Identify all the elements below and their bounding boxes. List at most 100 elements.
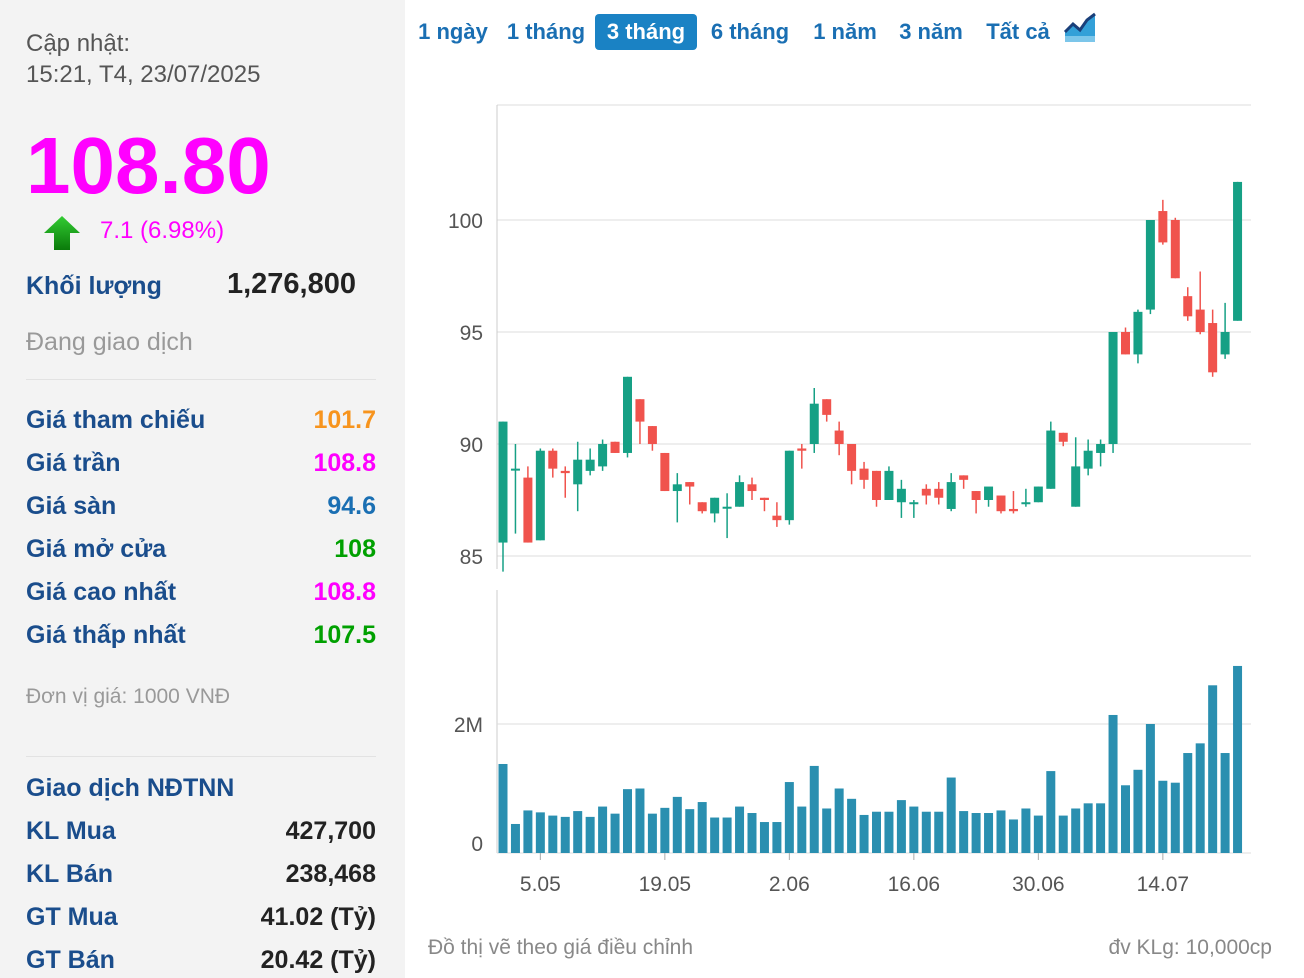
candle: [921, 488, 931, 496]
volume-bar: [672, 796, 682, 853]
x-tick-label: 30.06: [1012, 873, 1065, 896]
price-row-label: Giá trần: [26, 449, 121, 477]
candle: [685, 482, 695, 487]
volume-bar: [797, 806, 807, 853]
candle: [697, 502, 707, 512]
candle: [623, 376, 632, 453]
price-row-value: 101.7: [313, 406, 376, 434]
candle: [1008, 508, 1018, 512]
range-tab[interactable]: 3 năm: [899, 19, 963, 44]
price-row-value: 108.8: [313, 449, 376, 477]
volume-bar: [498, 763, 508, 853]
volume-bar: [872, 811, 881, 853]
volume-bar: [1121, 785, 1130, 853]
candle: [1158, 211, 1168, 243]
candle: [1220, 332, 1230, 355]
foreign-trade-title: Giao dịch NĐTNN: [26, 774, 235, 802]
quote-sidebar: Cập nhật: 15:21, T4, 23/07/2025 108.80 7…: [0, 0, 405, 978]
volume-bar: [1133, 769, 1143, 853]
foreign-row-label: GT Bán: [26, 946, 115, 974]
candle: [797, 448, 807, 451]
divider: [26, 756, 376, 757]
candle: [1183, 296, 1193, 317]
candle: [984, 486, 994, 500]
volume-bar: [598, 806, 608, 853]
candle: [1121, 332, 1130, 355]
volume-bar: [784, 782, 794, 853]
area-chart-icon[interactable]: [1063, 12, 1097, 44]
volume-bar: [847, 798, 857, 853]
candle: [784, 450, 794, 521]
candle: [934, 488, 944, 498]
candle: [884, 470, 894, 500]
volume-bar: [1220, 753, 1230, 853]
x-tick-label: 16.06: [888, 873, 941, 896]
volume-bar: [1145, 724, 1155, 853]
current-price: 108.80: [26, 121, 271, 210]
volume-bar: [1233, 665, 1243, 853]
volume-bar: [1083, 803, 1093, 853]
volume-bar: [984, 813, 994, 853]
candle: [573, 459, 583, 485]
price-row-value: 107.5: [313, 621, 376, 649]
candle: [548, 450, 558, 469]
range-tab[interactable]: 1 ngày: [418, 19, 488, 44]
volume-bar: [934, 811, 944, 853]
volume-bar: [1208, 685, 1218, 853]
volume-bar: [1183, 753, 1193, 853]
range-tab[interactable]: 1 tháng: [506, 19, 586, 44]
candle: [896, 488, 906, 503]
price-chart: 85 90 95 100 0 2M 5.05 19.05 2.06 16.06 30.06 14.07: [448, 104, 1251, 896]
volume-bar: [884, 811, 894, 853]
range-tab[interactable]: Tất cả: [986, 19, 1050, 44]
volume-bar: [1046, 771, 1056, 853]
y-tick-label: 100: [448, 210, 483, 233]
price-row-label: Giá sàn: [26, 492, 117, 520]
volume-bar: [834, 788, 844, 853]
x-tick-label: 14.07: [1137, 873, 1190, 896]
x-tick-label: 5.05: [520, 873, 561, 896]
volume-bar: [548, 815, 558, 853]
volume-bar: [647, 813, 657, 853]
candle: [585, 459, 595, 471]
volume-bar: [1096, 803, 1106, 853]
candle: [1033, 486, 1043, 503]
candle: [1145, 220, 1155, 310]
candle: [647, 426, 657, 444]
y-tick-label: 85: [460, 546, 483, 569]
volume-tick-label: 2M: [454, 714, 483, 737]
candle: [747, 484, 757, 492]
candle: [722, 506, 732, 509]
price-change: 7.1 (6.98%): [100, 217, 225, 244]
candle: [872, 470, 881, 500]
volume-bar: [722, 817, 732, 853]
volume-bar: [1021, 808, 1031, 853]
candle: [772, 515, 782, 521]
update-time: 15:21, T4, 23/07/2025: [26, 61, 261, 88]
price-unit-note: Đơn vị giá: 1000 VNĐ: [26, 685, 231, 708]
volume-bar: [822, 808, 832, 853]
range-tab[interactable]: 6 tháng: [710, 19, 790, 44]
volume-bar: [510, 823, 520, 853]
volume-bar: [759, 822, 769, 853]
candle: [1071, 466, 1081, 507]
volume-bar: [959, 811, 969, 853]
candle: [535, 450, 545, 541]
candle: [1021, 502, 1031, 505]
volume-bar: [623, 789, 632, 853]
range-tab[interactable]: 3 tháng: [595, 14, 697, 50]
candle: [1208, 323, 1218, 373]
price-row-label: Giá tham chiếu: [26, 406, 206, 434]
candle: [1195, 309, 1205, 332]
candle: [635, 399, 645, 422]
range-tab[interactable]: 1 năm: [813, 19, 877, 44]
price-row-value: 108.8: [313, 578, 376, 606]
candle: [1108, 332, 1118, 444]
candle: [1083, 450, 1093, 469]
volume-value: 1,276,800: [226, 268, 356, 300]
candle: [660, 452, 670, 492]
volume-unit-note: đv KLg: 10,000cp: [1108, 936, 1272, 959]
candle: [672, 484, 682, 492]
volume-bar: [523, 810, 533, 853]
volume-bar: [685, 809, 695, 853]
